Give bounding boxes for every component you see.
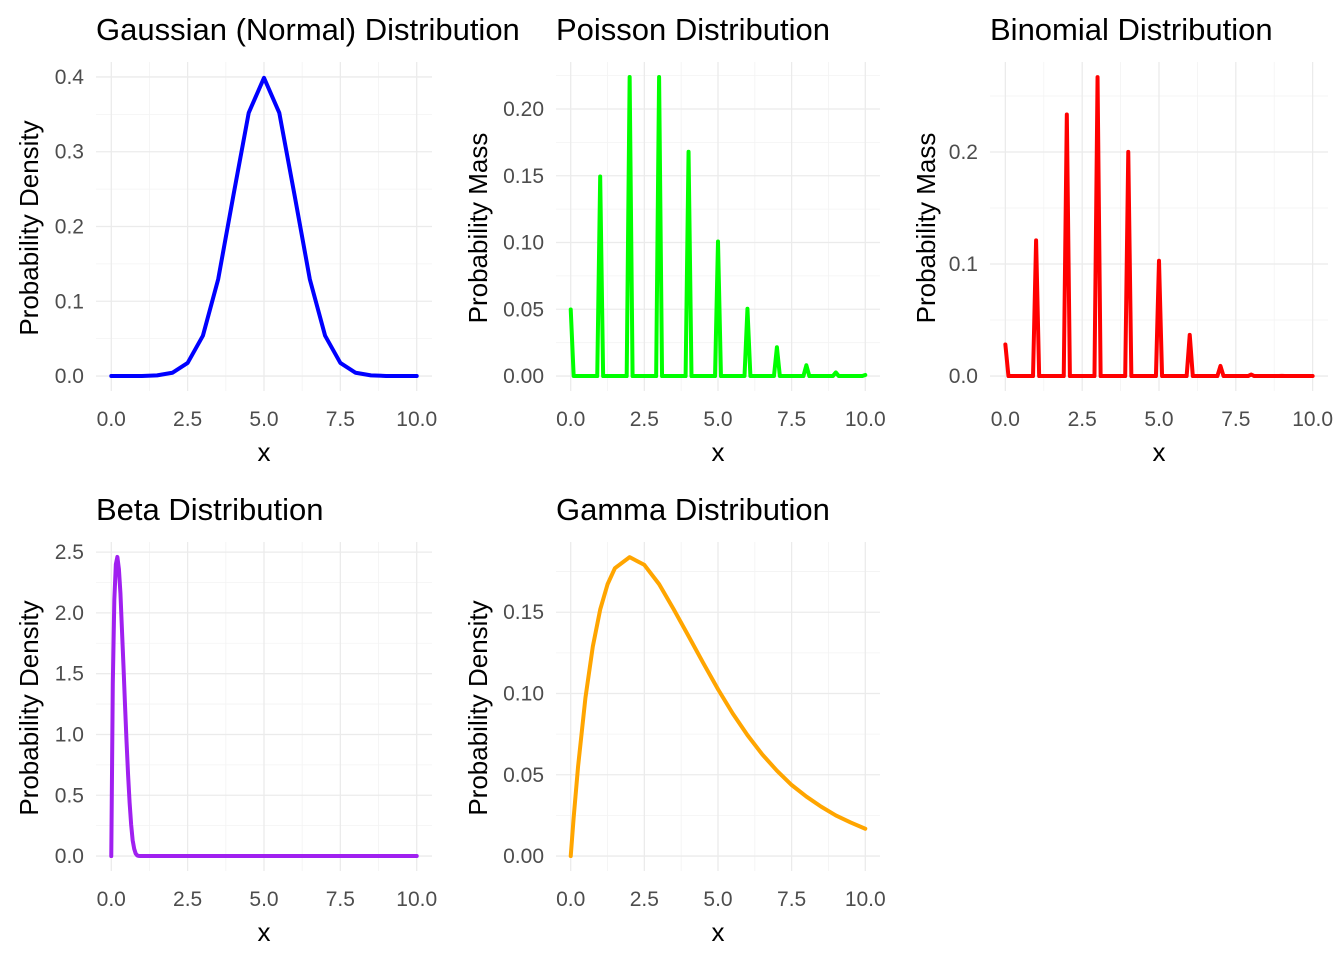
panel-1: 0.0 2.5 5.0 7.5 10.0 0.0 0.1 0.2 0.3 0.4 Gaussian … (14, 12, 520, 467)
x-tick-label: 0.0 (97, 888, 126, 911)
y-tick-label: 0.4 (55, 66, 85, 89)
y-tick-label: 0.0 (55, 845, 84, 868)
x-axis-title: x (712, 437, 725, 467)
x-tick-label: 7.5 (326, 888, 355, 911)
y-tick-label: 1.5 (55, 663, 84, 686)
x-tick-label: 10.0 (845, 408, 886, 431)
y-tick-label: 0.20 (503, 98, 544, 121)
y-tick-label: 2.0 (55, 602, 84, 625)
y-tick-label: 0.05 (503, 764, 544, 787)
x-tick-label: 10.0 (1292, 408, 1333, 431)
x-tick-label: 5.0 (249, 408, 278, 431)
y-tick-label: 0.5 (55, 784, 84, 807)
series-line (109, 554, 419, 859)
y-axis-title: Probability Density (14, 120, 44, 335)
x-tick-label: 10.0 (396, 408, 437, 431)
series-line (109, 75, 419, 379)
y-tick-label: 0.15 (503, 601, 544, 624)
x-tick-label: 5.0 (703, 408, 732, 431)
x-tick-label: 10.0 (396, 888, 437, 911)
x-tick-label: 0.0 (97, 408, 126, 431)
grid (96, 542, 432, 871)
y-tick-label: 2.5 (55, 541, 84, 564)
panel-title: Gaussian (Normal) Distribution (96, 12, 520, 47)
y-tick-label: 0.1 (949, 253, 978, 276)
y-tick-label: 0.10 (503, 682, 544, 705)
y-tick-label: 1.0 (55, 723, 84, 746)
y-tick-label: 0.10 (503, 232, 544, 255)
y-axis-title: Probability Density (14, 600, 44, 815)
y-tick-label: 0.00 (503, 365, 544, 388)
panel-4: 0.0 2.5 5.0 7.5 10.0 0.0 0.5 1.0 1.5 2.0 2.5 Beta D… (14, 492, 437, 947)
x-axis-title: x (258, 437, 271, 467)
y-tick-label: 0.0 (55, 365, 84, 388)
series-line (568, 555, 868, 859)
y-tick-label: 0.05 (503, 298, 544, 321)
x-tick-label: 2.5 (1068, 408, 1097, 431)
panels: 0.0 2.5 5.0 7.5 10.0 0.0 0.1 0.2 0.3 0.4 Gaussian … (14, 12, 1333, 947)
y-axis-title: Probability Mass (911, 133, 941, 324)
x-axis-title: x (258, 917, 271, 947)
panel-3: 0.0 2.5 5.0 7.5 10.0 0.0 0.1 0.2 Binomial Distri… (911, 12, 1333, 467)
y-tick-label: 0.2 (55, 216, 84, 239)
y-tick-label: 0.3 (55, 141, 84, 164)
series-line (1003, 75, 1315, 379)
x-tick-label: 7.5 (777, 888, 806, 911)
panel-title: Gamma Distribution (556, 492, 830, 527)
y-tick-label: 0.00 (503, 845, 544, 868)
x-tick-label: 5.0 (703, 888, 732, 911)
series-line (568, 74, 868, 379)
panel-title: Poisson Distribution (556, 12, 830, 47)
x-tick-label: 7.5 (1221, 408, 1250, 431)
panel-2: 0.0 2.5 5.0 7.5 10.0 0.00 0.05 0.10 0.15 0.20 Pois… (463, 12, 886, 467)
panel-5: 0.0 2.5 5.0 7.5 10.0 0.00 0.05 0.10 0.15 Gamma Di… (463, 492, 886, 947)
y-tick-label: 0.2 (949, 141, 978, 164)
x-tick-label: 2.5 (630, 888, 659, 911)
panel-title: Binomial Distribution (990, 12, 1273, 47)
grid (990, 62, 1328, 391)
x-axis-title: x (712, 917, 725, 947)
x-tick-label: 10.0 (845, 888, 886, 911)
y-tick-label: 0.0 (949, 365, 978, 388)
x-tick-label: 5.0 (249, 888, 278, 911)
x-tick-label: 2.5 (173, 408, 202, 431)
grid (96, 62, 432, 391)
x-tick-label: 7.5 (326, 408, 355, 431)
x-axis-title: x (1153, 437, 1166, 467)
y-tick-label: 0.15 (503, 165, 544, 188)
x-tick-label: 2.5 (173, 888, 202, 911)
x-tick-label: 5.0 (1144, 408, 1173, 431)
x-tick-label: 7.5 (777, 408, 806, 431)
grid (556, 542, 880, 871)
x-tick-label: 2.5 (630, 408, 659, 431)
x-tick-label: 0.0 (991, 408, 1020, 431)
y-axis-title: Probability Density (463, 600, 493, 815)
y-axis-title: Probability Mass (463, 133, 493, 324)
x-tick-label: 0.0 (556, 888, 585, 911)
x-tick-label: 0.0 (556, 408, 585, 431)
y-tick-label: 0.1 (55, 290, 84, 313)
panel-title: Beta Distribution (96, 492, 323, 527)
